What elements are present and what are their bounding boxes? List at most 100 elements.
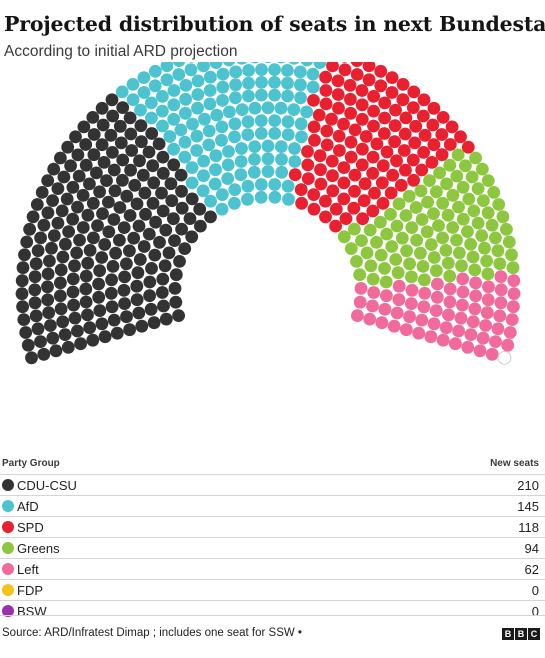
seat-spd	[380, 145, 394, 159]
legend-row-greens: Greens 94	[0, 537, 545, 558]
seat-left	[468, 302, 482, 316]
seat-cdu-csu	[134, 119, 148, 133]
seat-cdu-csu	[71, 148, 85, 162]
seat-afd	[197, 62, 210, 73]
seat-cdu-csu	[41, 206, 55, 220]
seat-left	[501, 338, 515, 352]
seat-left	[400, 323, 413, 337]
seat-spd	[376, 196, 390, 210]
seat-afd	[222, 62, 236, 67]
seat-greens	[430, 185, 443, 199]
legend-row-bsw: BSW 0	[0, 600, 545, 621]
seat-afd	[210, 108, 224, 122]
seat-afd	[221, 158, 235, 172]
seat-left	[363, 312, 377, 326]
seat-left	[494, 283, 508, 297]
seat-cdu-csu	[131, 266, 145, 280]
new-seats-header: New seats	[490, 458, 539, 469]
seat-left	[481, 293, 495, 307]
seat-spd	[319, 70, 332, 84]
seat-afd	[313, 62, 327, 69]
seat-greens	[348, 222, 361, 236]
seat-cdu-csu	[41, 293, 55, 307]
seat-cdu-csu	[66, 212, 80, 226]
seat-cdu-csu	[68, 311, 82, 325]
seat-spd	[417, 146, 430, 159]
seat-cdu-csu	[18, 248, 31, 262]
seat-cdu-csu	[95, 101, 109, 115]
seat-left	[443, 295, 457, 309]
seat-cdu-csu	[146, 196, 160, 210]
seat-cdu-csu	[204, 210, 217, 224]
seat-spd	[343, 79, 357, 92]
seat-spd	[356, 142, 369, 156]
seat-cdu-csu	[96, 118, 110, 132]
seat-afd	[228, 183, 242, 196]
seat-afd	[209, 62, 223, 69]
seat-afd	[137, 71, 151, 84]
seat-greens	[443, 269, 457, 283]
seat-afd	[274, 140, 288, 153]
seat-cdu-csu	[127, 231, 141, 245]
seat-cdu-csu	[123, 111, 137, 125]
seat-spd	[301, 172, 315, 185]
seat-spd	[344, 92, 357, 106]
seat-greens	[452, 200, 465, 214]
seat-cdu-csu	[95, 138, 109, 152]
seat-cdu-csu	[30, 198, 44, 211]
seat-cdu-csu	[95, 251, 109, 264]
seat-greens	[467, 204, 481, 218]
seat-spd	[355, 84, 369, 97]
seat-greens	[409, 201, 423, 214]
bbc-logo-letter: B	[515, 628, 527, 640]
seat-cdu-csu	[51, 182, 65, 195]
seat-afd	[241, 115, 255, 129]
seat-cdu-csu	[90, 166, 103, 180]
seat-greens	[471, 216, 485, 230]
seat-afd	[228, 196, 241, 210]
seat-afd	[167, 98, 181, 112]
party-name: FDP	[17, 583, 43, 598]
seat-greens	[379, 275, 393, 289]
seat-greens	[385, 240, 399, 253]
seat-cdu-csu	[120, 189, 134, 203]
seat-greens	[446, 188, 460, 202]
seat-cdu-csu	[34, 231, 47, 245]
seat-greens	[423, 174, 436, 187]
party-name: Greens	[17, 541, 60, 556]
seat-cdu-csu	[15, 274, 29, 288]
seat-spd	[396, 78, 410, 91]
seat-afd	[198, 112, 211, 126]
seat-cdu-csu	[37, 347, 51, 361]
seat-greens	[364, 259, 378, 273]
seat-cdu-csu	[93, 185, 106, 199]
seat-cdu-csu	[162, 246, 176, 260]
party-seats: 145	[517, 499, 539, 514]
seat-greens	[353, 268, 367, 282]
party-name: AfD	[17, 499, 39, 514]
seat-afd	[174, 123, 188, 137]
seat-afd	[228, 130, 241, 144]
seat-greens	[469, 151, 482, 165]
seat-left	[439, 321, 453, 335]
seat-spd	[443, 138, 457, 151]
seat-spd	[308, 133, 321, 147]
seat-afd	[268, 190, 282, 204]
seat-greens	[433, 166, 446, 180]
seat-afd	[178, 150, 192, 164]
seat-cdu-csu	[86, 111, 100, 124]
seat-cdu-csu	[79, 158, 93, 172]
seat-spd	[407, 173, 420, 187]
seat-greens	[424, 238, 438, 251]
seat-cdu-csu	[100, 174, 113, 187]
hemicycle-chart	[15, 62, 521, 365]
seat-cdu-csu	[25, 351, 38, 365]
seat-spd	[350, 68, 364, 81]
seat-afd	[281, 115, 295, 129]
seat-spd	[337, 192, 351, 206]
seat-cdu-csu	[81, 208, 95, 222]
seat-spd	[388, 119, 402, 133]
seat-cdu-csu	[106, 109, 120, 123]
seat-cdu-csu	[106, 260, 120, 273]
seat-cdu-csu	[147, 316, 161, 330]
